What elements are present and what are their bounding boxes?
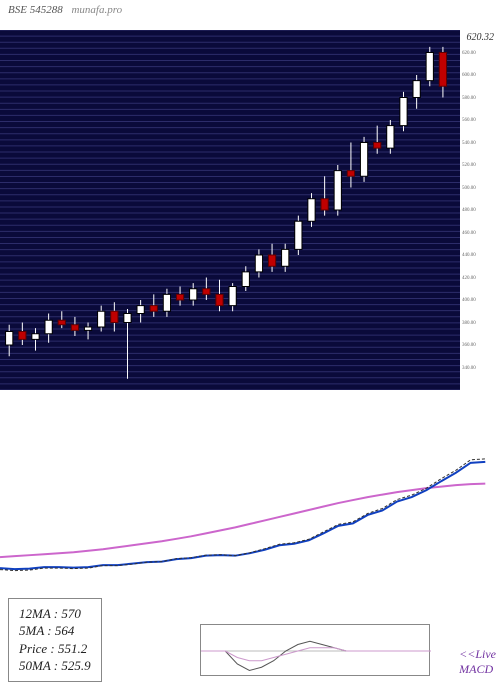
chart-header: BSE 545288 munafa.pro (8, 4, 122, 16)
macd-label: <<Live MACD (459, 647, 496, 676)
ma50-text: 50MA : 525.9 (19, 657, 91, 675)
ma-info-box: 12MA : 570 5MA : 564 Price : 551.2 50MA … (8, 598, 102, 682)
macd-svg (201, 625, 431, 677)
ma12-text: 12MA : 570 (19, 605, 91, 623)
candlestick-chart (0, 30, 460, 390)
last-price-label: 620.32 (467, 32, 495, 43)
macd-inset (200, 624, 430, 676)
ticker-label: BSE 545288 (8, 4, 63, 16)
y-axis-ticks: 620.00600.00580.00560.00540.00520.00500.… (460, 30, 500, 390)
candlestick-svg (0, 30, 460, 390)
macd-label-l1: <<Live (459, 647, 496, 661)
indicator-panel (0, 430, 500, 590)
price-text: Price : 551.2 (19, 640, 91, 658)
indicator-svg (0, 430, 500, 590)
ma5-text: 5MA : 564 (19, 622, 91, 640)
source-label: munafa.pro (71, 4, 122, 16)
macd-label-l2: MACD (459, 662, 496, 676)
